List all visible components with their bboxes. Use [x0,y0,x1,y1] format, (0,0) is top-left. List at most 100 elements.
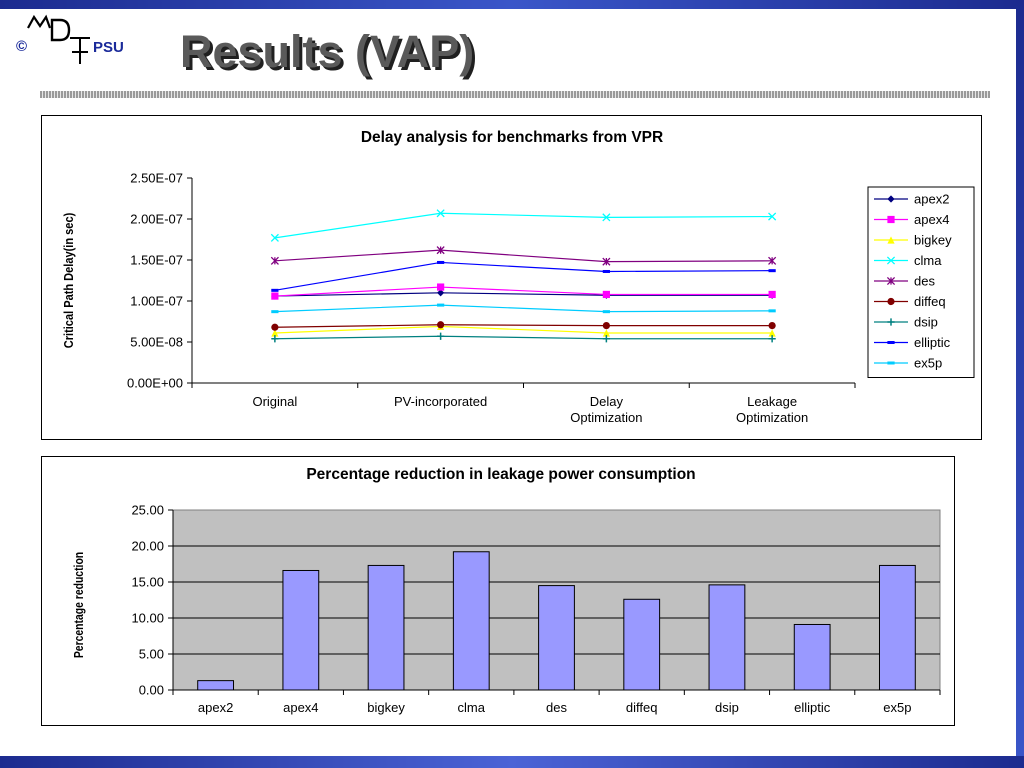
x-tick-label: des [546,700,567,715]
x-tick-label: Leakage [747,394,797,409]
series-line [274,304,773,313]
legend-item: apex2 [874,192,949,207]
y-tick-label: 20.00 [131,539,164,554]
data-point [436,209,445,218]
x-tick-label: clma [458,700,486,715]
x-tick-label: diffeq [626,700,658,715]
y-axis-label: Critical Path Delay(in sec) [61,213,76,349]
legend-marker [886,256,896,265]
x-tick-label: ex5p [883,700,911,715]
legend-label: bigkey [914,233,952,248]
y-tick-label: 15.00 [131,575,164,590]
x-tick-label: elliptic [794,700,831,715]
y-tick-label: 1.00E-07 [130,294,183,309]
series-line [274,286,773,297]
legend-marker [887,236,895,244]
legend-label: diffeq [914,294,946,309]
legend-item: des [874,274,935,289]
legend-marker [887,297,895,306]
legend-marker [887,215,895,224]
y-axis-label: Percentage reduction [72,552,86,658]
y-tick-label: 1.50E-07 [130,253,183,268]
legend-marker [887,318,895,326]
mdt-psu-logo: © PSU [14,14,144,66]
title-divider [40,91,990,98]
bar-bigkey [367,564,405,691]
legend-item: apex4 [874,212,949,227]
slide-title: Results (VAP) [180,26,475,77]
bar-diffeq [623,598,661,691]
x-tick-label: Optimization [736,410,808,425]
legend-label: dsip [914,315,938,330]
series-ex5p [271,303,776,314]
y-tick-label: 25.00 [131,503,164,518]
x-tick-label: Optimization [570,410,642,425]
data-point [768,269,776,273]
data-point [602,335,610,343]
bar-apex2 [197,680,235,691]
data-point [271,310,279,314]
y-tick-label: 0.00 [139,683,164,698]
series-line [274,292,773,297]
legend-item: clma [874,253,942,268]
bar-clma [452,551,490,691]
bar-dsip [708,584,746,691]
data-point [437,303,445,307]
legend-item: bigkey [874,233,952,248]
x-tick-label: PV-incorporated [394,394,487,409]
data-point [437,332,445,340]
leakage-bar-chart-panel: Percentage reduction in leakage power co… [41,456,955,726]
legend-marker [887,195,895,203]
data-point [602,329,610,337]
y-tick-label: 2.50E-07 [130,171,183,186]
slide-top-bar [0,0,1024,9]
data-point [271,323,279,331]
x-tick-label: bigkey [367,700,405,715]
y-tick-label: 5.00E-08 [130,335,183,350]
bar-des [538,585,575,691]
x-tick-label: Delay [590,394,624,409]
data-point [437,321,445,329]
y-tick-label: 10.00 [131,611,164,626]
bar-apex4 [282,569,320,691]
y-tick-label: 0.00E+00 [127,376,183,391]
legend-marker [887,341,895,344]
series-diffeq [271,321,776,331]
data-point [768,322,776,330]
logo-psu-text: PSU [93,39,124,56]
data-point [768,212,777,221]
delay-line-chart: Delay analysis for benchmarks from VPR 0… [61,129,975,425]
x-tick-label: dsip [715,700,739,715]
data-point [602,322,610,330]
legend-label: clma [914,253,942,268]
legend-marker [887,361,895,365]
delay-line-chart-panel: Delay analysis for benchmarks from VPR 0… [41,115,982,440]
bar-elliptic [793,623,831,691]
data-point [602,257,611,266]
x-tick-label: apex4 [283,700,318,715]
legend-label: elliptic [914,335,951,350]
data-point [270,256,279,265]
logo-copyright: © [16,38,28,55]
data-point [437,260,445,264]
series-elliptic [271,260,776,292]
data-point [768,290,776,299]
legend-item: diffeq [874,294,946,309]
series-line [274,212,773,239]
data-point [271,292,279,300]
data-point [768,335,776,343]
series-line [274,324,773,328]
legend-item: elliptic [874,335,951,350]
x-tick-label: Original [252,394,297,409]
x-tick-label: apex2 [198,700,233,715]
data-point [437,283,445,291]
data-point [602,310,610,314]
data-point [768,309,776,313]
legend-item: ex5p [874,356,942,371]
data-point [602,269,610,273]
data-point [271,335,279,343]
legend-label: apex2 [914,192,949,207]
slide-right-bar [1016,0,1024,768]
data-point [436,246,445,255]
series-line [274,261,773,291]
